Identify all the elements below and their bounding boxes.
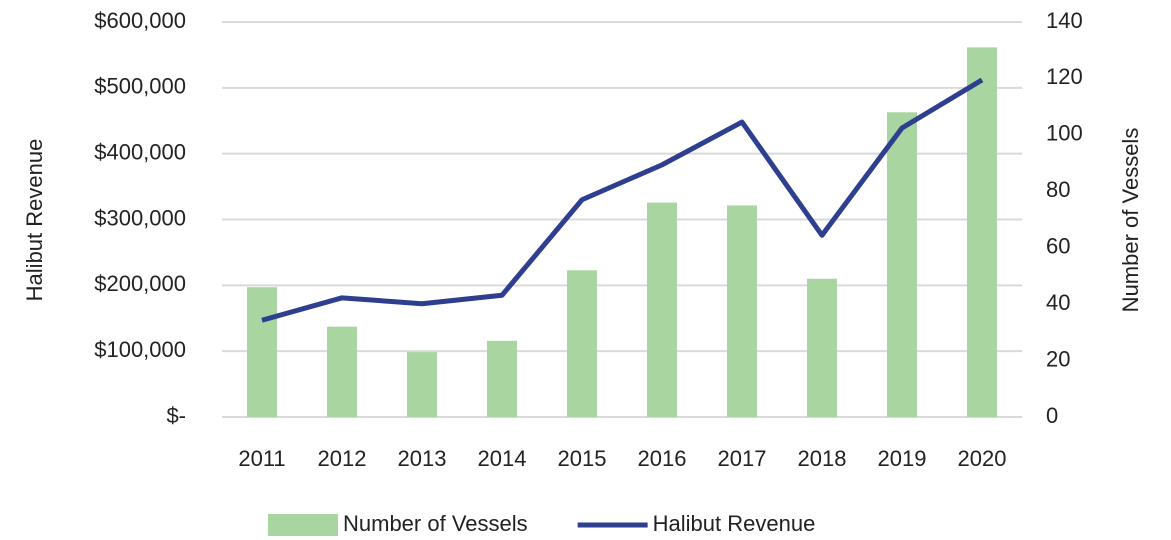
legend-swatch (268, 514, 338, 536)
y-tick-label: $- (166, 403, 186, 428)
bar (727, 205, 757, 417)
y2-tick-label: 80 (1046, 177, 1070, 202)
legend-label: Halibut Revenue (653, 511, 816, 536)
x-tick-label: 2013 (398, 446, 447, 471)
y2-tick-label: 60 (1046, 234, 1070, 259)
y-tick-label: $100,000 (94, 337, 186, 362)
y-tick-label: $300,000 (94, 205, 186, 230)
bar (487, 340, 517, 417)
y-tick-label: $400,000 (94, 139, 186, 164)
y2-axis-title: Number of Vessels (1118, 128, 1143, 313)
y2-tick-label: 100 (1046, 121, 1083, 146)
x-tick-label: 2015 (558, 446, 607, 471)
x-tick-label: 2012 (318, 446, 367, 471)
x-tick-label: 2020 (958, 446, 1007, 471)
bar (807, 278, 837, 417)
x-tick-label: 2014 (478, 446, 527, 471)
y2-tick-label: 140 (1046, 8, 1083, 33)
x-tick-label: 2019 (878, 446, 927, 471)
bar (247, 287, 277, 417)
legend-label: Number of Vessels (343, 511, 528, 536)
bar (567, 270, 597, 417)
line (261, 77, 984, 323)
y2-tick-label: 120 (1046, 64, 1083, 89)
y2-tick-label: 0 (1046, 403, 1058, 428)
bar (887, 112, 917, 418)
x-tick-label: 2016 (638, 446, 687, 471)
bar (967, 47, 997, 418)
y-tick-label: $500,000 (94, 74, 186, 99)
y-tick-label: $600,000 (94, 8, 186, 33)
y2-tick-label: 40 (1046, 290, 1070, 315)
x-tick-label: 2017 (718, 446, 767, 471)
y2-tick-label: 20 (1046, 346, 1070, 371)
x-tick-label: 2018 (798, 446, 847, 471)
bar (407, 352, 437, 417)
y-axis-title: Halibut Revenue (22, 139, 47, 302)
bar (647, 202, 677, 417)
bar (327, 326, 357, 417)
x-tick-label: 2011 (238, 446, 285, 471)
y-tick-label: $200,000 (94, 271, 186, 296)
